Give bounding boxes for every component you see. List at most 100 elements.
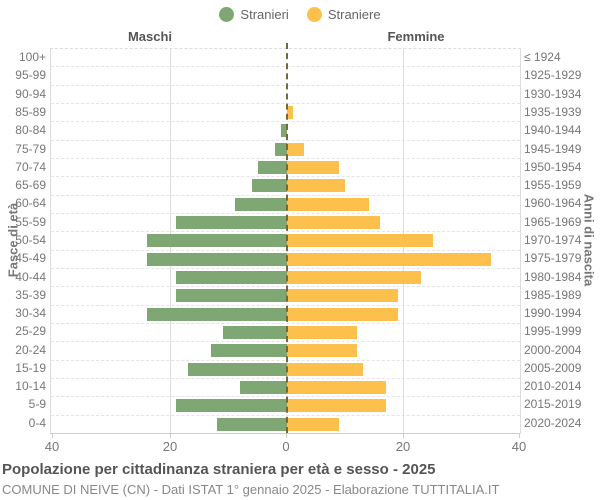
age-group-label: 75-79 bbox=[15, 141, 46, 156]
females-bar bbox=[287, 105, 293, 119]
age-group-label: 55-59 bbox=[15, 214, 46, 229]
pyramid-row bbox=[51, 287, 520, 306]
pyramid-row bbox=[51, 342, 520, 361]
males-bar bbox=[257, 160, 287, 174]
pyramid-row bbox=[51, 416, 520, 433]
males-bar bbox=[275, 142, 287, 156]
pyramid-row bbox=[51, 104, 520, 123]
females-bar bbox=[287, 380, 387, 394]
legend-item-straniere: Straniere bbox=[306, 7, 381, 22]
age-group-label: 40-44 bbox=[15, 269, 46, 284]
birth-year-label: 1945-1949 bbox=[524, 141, 582, 156]
pyramid-rows bbox=[51, 49, 520, 433]
pyramid-row bbox=[51, 141, 520, 159]
birth-year-label: 2015-2019 bbox=[524, 397, 582, 412]
birth-year-label: 1935-1939 bbox=[524, 104, 582, 119]
females-bar bbox=[287, 399, 387, 413]
pyramid-row bbox=[51, 177, 520, 196]
females-bar bbox=[287, 307, 398, 321]
birth-year-label: 2020-2024 bbox=[524, 415, 582, 430]
females-bar bbox=[287, 289, 398, 303]
legend-item-stranieri: Stranieri bbox=[219, 7, 289, 22]
x-tick-mark bbox=[52, 433, 53, 438]
birth-year-labels: ≤ 1924 1925-1929 1930-1934 1935-1939 1940-19… bbox=[524, 48, 596, 432]
pyramid-row bbox=[51, 232, 520, 251]
birth-year-label: 1940-1944 bbox=[524, 123, 582, 138]
pyramid-row bbox=[51, 397, 520, 416]
age-group-labels: 100+ 95-99 90-94 85-89 80-84 75-79 70-74 65-69 6… bbox=[0, 48, 46, 432]
males-bar bbox=[234, 197, 287, 211]
x-tick-mark bbox=[170, 433, 171, 438]
age-group-label: 45-49 bbox=[15, 251, 46, 266]
females-bar bbox=[287, 325, 357, 339]
age-group-label: 100+ bbox=[18, 50, 46, 65]
females-bar bbox=[287, 142, 305, 156]
pyramid-row bbox=[51, 159, 520, 178]
males-bar bbox=[281, 124, 287, 138]
males-bar bbox=[217, 417, 287, 431]
birth-year-label: 1975-1979 bbox=[524, 251, 582, 266]
females-bar bbox=[287, 160, 340, 174]
age-group-label: 30-34 bbox=[15, 306, 46, 321]
pyramid-row bbox=[51, 269, 520, 288]
pyramid-row bbox=[51, 251, 520, 269]
birth-year-label: 1990-1994 bbox=[524, 306, 582, 321]
age-group-label: 65-69 bbox=[15, 178, 46, 193]
birth-year-label: 2010-2014 bbox=[524, 379, 582, 394]
age-group-label: 80-84 bbox=[15, 123, 46, 138]
males-bar bbox=[176, 215, 287, 229]
right-axis-title: Anni di nascita bbox=[581, 193, 597, 287]
age-group-label: 35-39 bbox=[15, 287, 46, 302]
age-group-label: 10-14 bbox=[15, 379, 46, 394]
x-tick-label: 20 bbox=[395, 439, 411, 454]
pyramid-row bbox=[51, 379, 520, 398]
pyramid-row bbox=[51, 122, 520, 141]
age-group-label: 50-54 bbox=[15, 232, 46, 247]
birth-year-label: ≤ 1924 bbox=[524, 50, 561, 65]
left-axis-title: Fasce di età bbox=[5, 202, 21, 278]
females-bar bbox=[287, 417, 340, 431]
pyramid-row bbox=[51, 49, 520, 68]
pyramid-row bbox=[51, 324, 520, 343]
pyramid-row bbox=[51, 306, 520, 324]
x-tick-mark bbox=[286, 433, 287, 438]
males-bar bbox=[222, 325, 287, 339]
females-bar bbox=[287, 252, 492, 266]
age-group-label: 90-94 bbox=[15, 86, 46, 101]
birth-year-label: 1960-1964 bbox=[524, 196, 582, 211]
age-group-label: 15-19 bbox=[15, 360, 46, 375]
females-bar bbox=[287, 344, 357, 358]
age-group-label: 95-99 bbox=[15, 68, 46, 83]
birth-year-label: 1925-1929 bbox=[524, 68, 582, 83]
males-bar bbox=[240, 380, 287, 394]
x-tick-label: 40 bbox=[44, 439, 60, 454]
females-bar bbox=[287, 179, 346, 193]
birth-year-label: 1970-1974 bbox=[524, 232, 582, 247]
females-bar bbox=[287, 234, 433, 248]
x-tick-label: 0 bbox=[282, 439, 290, 454]
pyramid-row bbox=[51, 196, 520, 214]
age-group-label: 0-4 bbox=[28, 415, 46, 430]
females-header: Femmine bbox=[387, 29, 445, 44]
birth-year-label: 1995-1999 bbox=[524, 324, 582, 339]
birth-year-label: 1965-1969 bbox=[524, 214, 582, 229]
males-bar bbox=[176, 270, 287, 284]
straniere-legend-dot-icon bbox=[306, 7, 322, 22]
females-bar bbox=[287, 270, 422, 284]
x-tick-label: 20 bbox=[162, 439, 178, 454]
birth-year-label: 1985-1989 bbox=[524, 287, 582, 302]
males-bar bbox=[147, 252, 287, 266]
age-group-label: 25-29 bbox=[15, 324, 46, 339]
birth-year-label: 1950-1954 bbox=[524, 159, 582, 174]
females-bar bbox=[287, 362, 363, 376]
age-group-label: 60-64 bbox=[15, 196, 46, 211]
males-bar bbox=[147, 307, 287, 321]
birth-year-label: 1930-1934 bbox=[524, 86, 582, 101]
age-group-label: 70-74 bbox=[15, 159, 46, 174]
legend-label-straniere: Straniere bbox=[327, 7, 381, 22]
pyramid-row bbox=[51, 67, 520, 86]
males-bar bbox=[252, 179, 287, 193]
age-group-label: 20-24 bbox=[15, 342, 46, 357]
males-bar bbox=[147, 234, 287, 248]
